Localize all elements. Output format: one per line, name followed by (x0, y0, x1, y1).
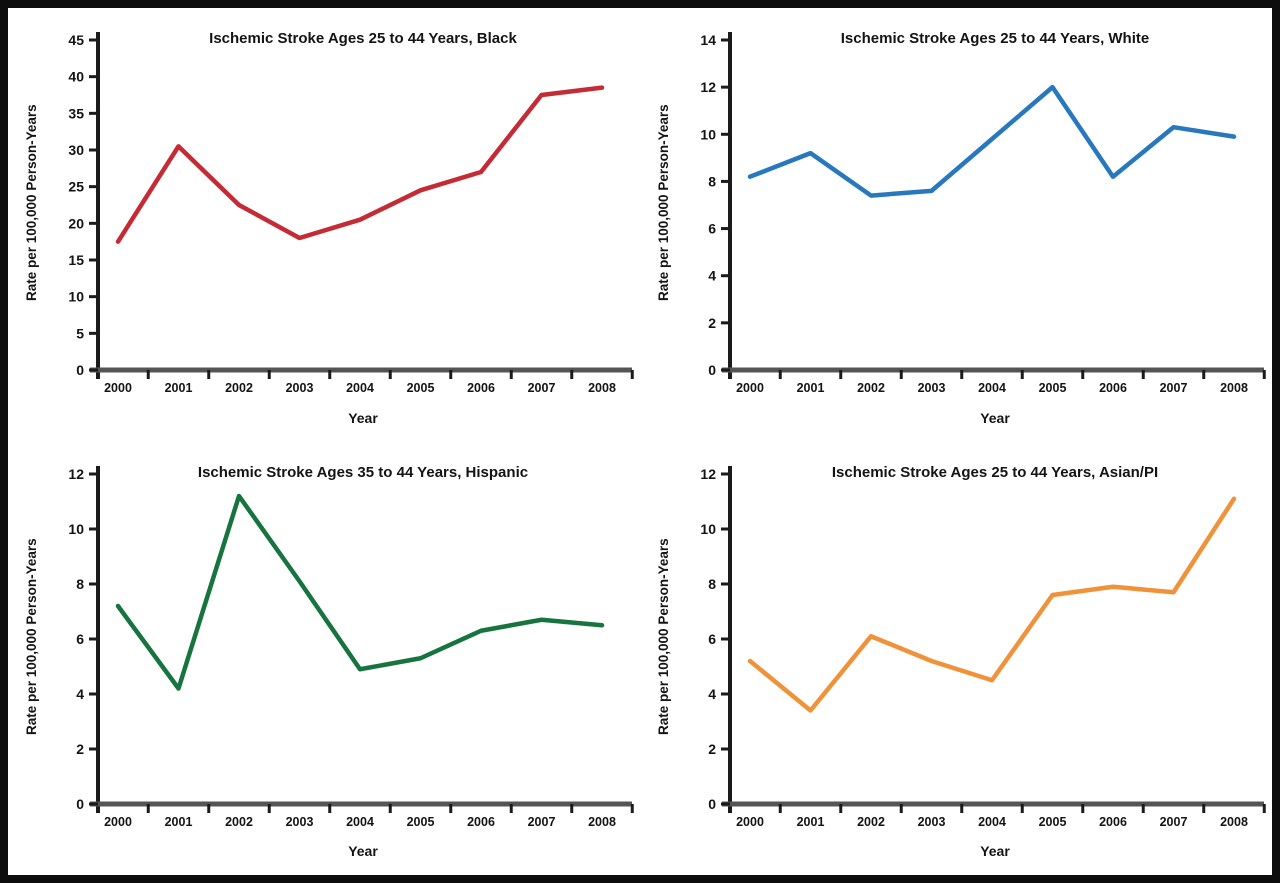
svg-text:2005: 2005 (1039, 815, 1067, 829)
svg-text:10: 10 (700, 521, 716, 537)
svg-text:8: 8 (708, 576, 716, 592)
charts-grid: 0 5 10 15 20 25 30 35 40 45 2000 2001 2002 2003 2004 20… (8, 8, 1272, 875)
svg-text:2004: 2004 (978, 381, 1006, 395)
svg-text:6: 6 (708, 221, 716, 237)
svg-text:2000: 2000 (104, 815, 132, 829)
svg-text:2006: 2006 (467, 815, 495, 829)
svg-text:4: 4 (708, 268, 716, 284)
svg-text:2008: 2008 (588, 381, 616, 395)
plot-canvas-hispanic: 0 2 4 6 8 10 12 2000 2001 2002 2003 2004 2005 2006 200… (68, 465, 634, 829)
svg-text:2002: 2002 (857, 815, 885, 829)
x-axis-label-hispanic: Year (348, 843, 378, 859)
chart-title-hispanic: Ischemic Stroke Ages 35 to 44 Years, His… (197, 463, 529, 481)
svg-text:2004: 2004 (978, 815, 1006, 829)
svg-text:2007: 2007 (1160, 381, 1188, 395)
svg-text:2: 2 (708, 741, 716, 757)
svg-text:8: 8 (708, 173, 716, 189)
svg-text:2000: 2000 (736, 815, 764, 829)
svg-text:2006: 2006 (1099, 815, 1127, 829)
svg-text:2005: 2005 (407, 381, 435, 395)
svg-text:2007: 2007 (1160, 815, 1188, 829)
svg-text:2001: 2001 (165, 381, 193, 395)
svg-text:2001: 2001 (797, 381, 825, 395)
plot-canvas-asian-pi: 0 2 4 6 8 10 12 2000 2001 2002 2003 2004 2005 2006 200… (700, 465, 1266, 829)
svg-text:2000: 2000 (104, 381, 132, 395)
chart-white: 0 2 4 6 8 10 12 14 2000 2001 2002 2003 2004 2005 2006 2… (640, 8, 1272, 442)
svg-text:2003: 2003 (918, 815, 946, 829)
svg-text:45: 45 (68, 32, 84, 48)
svg-text:6: 6 (708, 631, 716, 647)
svg-text:2003: 2003 (286, 815, 314, 829)
chart-title-white: Ischemic Stroke Ages 25 to 44 Years, Whi… (840, 30, 1150, 47)
svg-text:0: 0 (708, 796, 716, 812)
plot-canvas-white: 0 2 4 6 8 10 12 14 2000 2001 2002 2003 2004 2005 2006 2… (700, 32, 1266, 395)
svg-text:2007: 2007 (528, 815, 556, 829)
svg-text:2008: 2008 (588, 815, 616, 829)
svg-text:0: 0 (708, 362, 716, 378)
svg-text:2005: 2005 (1039, 381, 1067, 395)
svg-text:2004: 2004 (346, 815, 374, 829)
svg-text:2004: 2004 (346, 381, 374, 395)
y-axis-label-hispanic: Rate per 100,000 Person-Years (24, 538, 39, 735)
svg-text:2008: 2008 (1220, 381, 1248, 395)
svg-text:2005: 2005 (407, 815, 435, 829)
chart-hispanic: 0 2 4 6 8 10 12 2000 2001 2002 2003 2004 2005 2006 200… (8, 442, 640, 876)
svg-text:2002: 2002 (857, 381, 885, 395)
svg-text:10: 10 (68, 521, 84, 537)
plot-canvas-black: 0 5 10 15 20 25 30 35 40 45 2000 2001 2002 2003 2004 20… (68, 32, 634, 395)
svg-text:0: 0 (76, 796, 84, 812)
x-axis-label-white: Year (980, 409, 1010, 426)
svg-text:2007: 2007 (528, 381, 556, 395)
svg-text:10: 10 (68, 289, 84, 305)
y-axis-label-asian-pi: Rate per 100,000 Person-Years (656, 538, 671, 735)
svg-text:2: 2 (708, 315, 716, 331)
svg-text:10: 10 (700, 126, 716, 142)
svg-text:20: 20 (68, 215, 84, 231)
svg-text:40: 40 (68, 69, 84, 85)
chart-title-black: Ischemic Stroke Ages 25 to 44 Years, Bla… (209, 30, 517, 47)
svg-text:2003: 2003 (918, 381, 946, 395)
chart-asian-pi: 0 2 4 6 8 10 12 2000 2001 2002 2003 2004 2005 2006 200… (640, 442, 1272, 876)
svg-text:0: 0 (76, 362, 84, 378)
svg-text:12: 12 (700, 79, 716, 95)
svg-text:2001: 2001 (797, 815, 825, 829)
svg-text:2002: 2002 (225, 381, 253, 395)
svg-text:2: 2 (76, 741, 84, 757)
svg-text:12: 12 (68, 466, 84, 482)
svg-text:2003: 2003 (286, 381, 314, 395)
svg-text:8: 8 (76, 576, 84, 592)
chart-black: 0 5 10 15 20 25 30 35 40 45 2000 2001 2002 2003 2004 20… (8, 8, 640, 442)
svg-text:30: 30 (68, 142, 84, 158)
y-axis-label-white: Rate per 100,000 Person-Years (656, 104, 671, 302)
svg-text:25: 25 (68, 179, 84, 195)
svg-text:35: 35 (68, 105, 84, 121)
svg-text:4: 4 (708, 686, 716, 702)
svg-text:2000: 2000 (736, 381, 764, 395)
x-axis-label-black: Year (348, 409, 378, 426)
svg-text:2001: 2001 (165, 815, 193, 829)
svg-text:2002: 2002 (225, 815, 253, 829)
svg-text:2006: 2006 (467, 381, 495, 395)
svg-text:15: 15 (68, 252, 84, 268)
svg-text:5: 5 (76, 325, 84, 341)
svg-text:4: 4 (76, 686, 84, 702)
y-axis-label-black: Rate per 100,000 Person-Years (24, 104, 39, 302)
svg-text:2006: 2006 (1099, 381, 1127, 395)
svg-text:12: 12 (700, 466, 716, 482)
x-axis-label-asian-pi: Year (980, 843, 1010, 859)
svg-text:2008: 2008 (1220, 815, 1248, 829)
chart-title-asian-pi: Ischemic Stroke Ages 25 to 44 Years, Asi… (831, 463, 1159, 481)
svg-text:14: 14 (700, 32, 716, 48)
svg-text:6: 6 (76, 631, 84, 647)
